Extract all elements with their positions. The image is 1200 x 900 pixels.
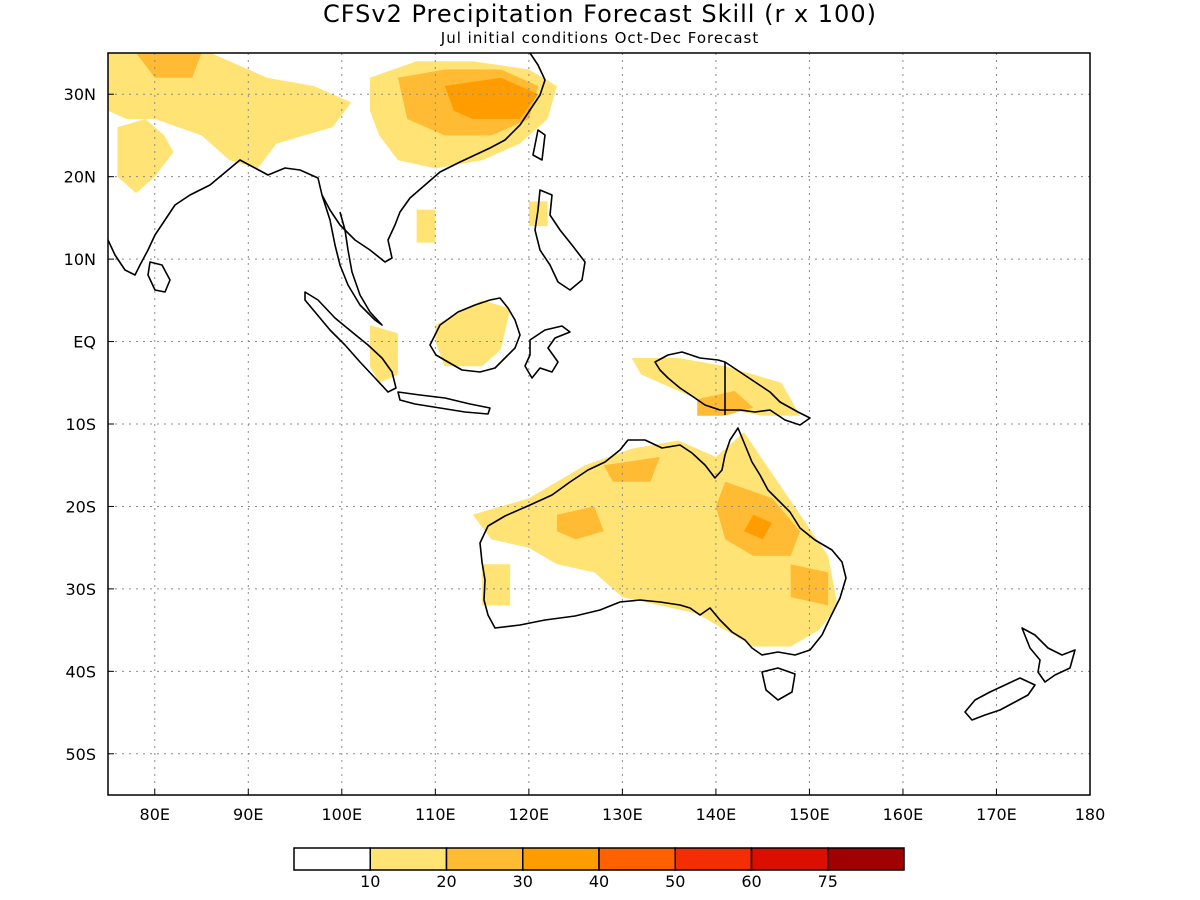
coastline-asia-mainland <box>108 53 546 276</box>
skill-region-0 <box>108 53 352 169</box>
skill-region-1 <box>117 119 174 194</box>
coastline-new-guinea <box>654 351 811 426</box>
skill-region-6 <box>416 209 436 243</box>
x-tick-label: 140E <box>696 805 737 824</box>
coastline-taiwan <box>532 129 546 161</box>
colorbar-swatch <box>674 847 753 871</box>
y-tick-label: 20S <box>65 497 96 516</box>
x-tick-label: 120E <box>509 805 550 824</box>
x-tick-label: 180 <box>1075 805 1106 824</box>
colorbar-swatch <box>598 847 676 871</box>
colorbar-swatch <box>827 847 905 871</box>
colorbar-label: 20 <box>436 872 456 891</box>
chart-subtitle: Jul initial conditions Oct-Dec Forecast <box>440 29 759 47</box>
skill-region-16 <box>603 457 660 482</box>
colorbar-swatch <box>445 847 524 871</box>
colorbar-label: 50 <box>665 872 685 891</box>
colorbar-swatch <box>293 847 371 871</box>
x-tick-label: 170E <box>976 805 1017 824</box>
colorbar-label: 75 <box>818 872 838 891</box>
coastline-borneo <box>429 297 521 373</box>
y-tick-label: 10N <box>64 250 96 269</box>
y-tick-label: EQ <box>73 333 96 352</box>
coastline-new-zealand-north <box>1021 627 1076 683</box>
x-tick-label: 100E <box>321 805 362 824</box>
coastline-sri-lanka <box>147 261 171 293</box>
colorbar-swatch <box>522 847 600 871</box>
skill-region-18 <box>482 564 511 606</box>
coastline-sumatra <box>304 291 397 393</box>
skill-region-7 <box>528 201 548 227</box>
colorbar-swatch <box>369 847 448 871</box>
y-tick-label: 40S <box>65 662 96 681</box>
x-tick-label: 160E <box>883 805 924 824</box>
x-tick-label: 150E <box>789 805 830 824</box>
coastline-sulawesi <box>524 325 571 379</box>
longitude-axis: 80E 90E 100E 110E 120E 130E 140E 150E 160E 170E 18… <box>140 789 1106 824</box>
skill-region-14 <box>790 564 829 606</box>
skill-region-8 <box>369 325 398 383</box>
skill-region-4 <box>444 77 539 119</box>
coastline-australia <box>479 427 847 656</box>
colorbar-label: 30 <box>513 872 533 891</box>
x-tick-label: 130E <box>602 805 643 824</box>
skill-region-5 <box>136 53 202 78</box>
x-tick-label: 80E <box>140 805 170 824</box>
skill-region-9 <box>435 300 511 367</box>
y-tick-label: 10S <box>65 415 96 434</box>
colorbar-swatch <box>750 847 829 871</box>
coastline-malay-peninsula <box>321 194 383 326</box>
colorbar: 10 20 30 40 50 60 75 <box>293 847 905 891</box>
coastline-java <box>397 391 491 415</box>
y-tick-label: 30S <box>65 580 96 599</box>
coastline-philippines <box>534 189 586 291</box>
colorbar-label: 10 <box>360 872 380 891</box>
skill-shading-layer <box>108 53 838 647</box>
colorbar-label: 60 <box>741 872 761 891</box>
y-tick-label: 50S <box>65 745 96 764</box>
chart-title: CFSv2 Precipitation Forecast Skill (r x … <box>323 0 877 28</box>
coastline-tasmania <box>761 667 796 701</box>
x-tick-label: 90E <box>233 805 263 824</box>
latitude-axis: 30N 20N 10N EQ 10S 20S 30S 40S 50S <box>64 85 114 764</box>
x-tick-label: 110E <box>415 805 456 824</box>
skill-region-15 <box>556 506 604 540</box>
skill-region-17 <box>744 514 772 540</box>
colorbar-label: 40 <box>589 872 609 891</box>
y-tick-label: 20N <box>64 168 96 187</box>
coastline-layer <box>108 53 1076 721</box>
skill-region-10 <box>631 358 801 416</box>
coastline-new-zealand-south <box>964 677 1036 721</box>
map-gridlines <box>108 53 1090 795</box>
y-tick-label: 30N <box>64 85 96 104</box>
